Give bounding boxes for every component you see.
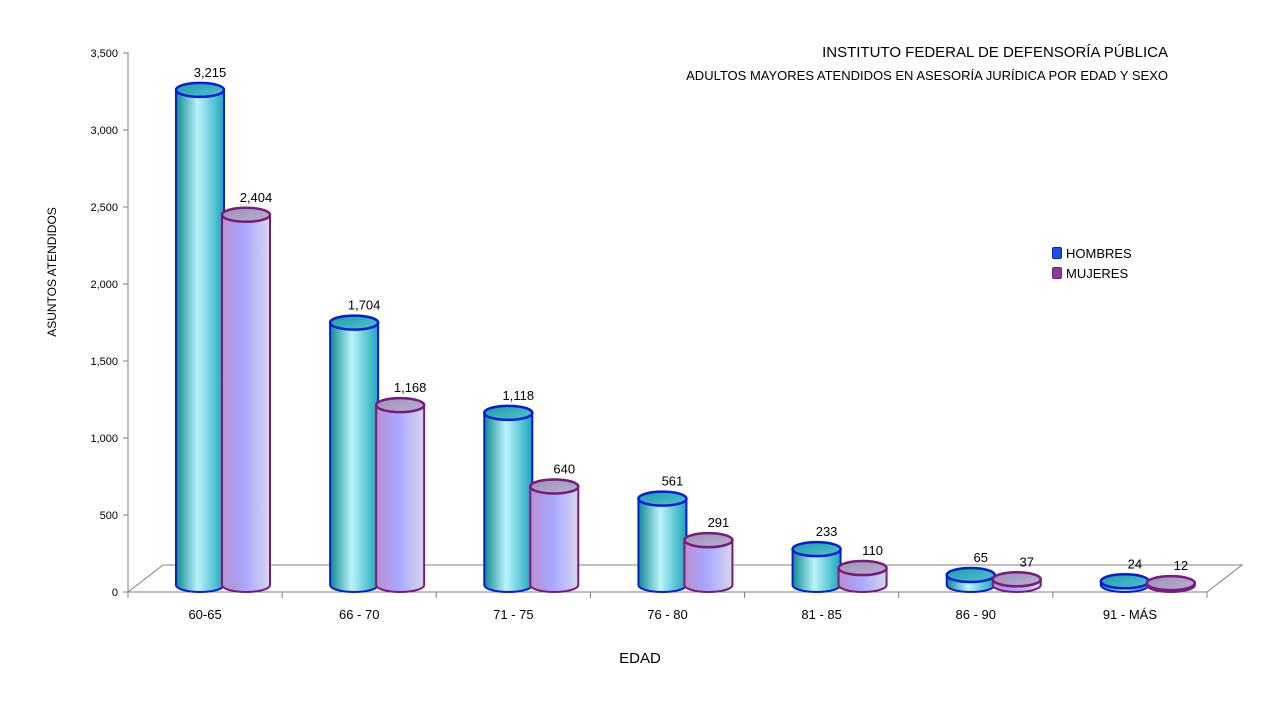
data-label: 12 [1174,558,1188,573]
bar-top [837,559,888,577]
y-tick-label: 1,500 [90,356,118,368]
x-tick-label: 60-65 [188,607,221,622]
legend: HOMBRES MUJERES [1052,243,1132,283]
legend-item-hombres: HOMBRES [1052,243,1132,263]
bar-mujeres [683,531,734,593]
bar-top [637,490,688,507]
bar-top [1099,573,1151,590]
bar-top [683,531,734,549]
legend-label-mujeres: MUJERES [1066,265,1129,281]
bar-top [328,314,380,331]
bar-body [529,485,580,593]
data-label: 291 [708,515,730,530]
legend-swatch-hombres [1052,247,1062,259]
legend-label-hombres: HOMBRES [1066,245,1132,261]
y-tick-label: 500 [100,510,118,522]
bar-top [483,404,534,422]
data-label: 1,704 [348,298,381,313]
bar-hombres [637,490,688,593]
bar-mujeres [220,206,272,593]
bar-body [637,497,688,593]
data-label: 24 [1128,556,1142,571]
x-tick-label: 71 - 75 [493,607,533,622]
data-label: 65 [973,550,987,565]
bar-top [374,396,426,414]
bar-mujeres [1145,574,1197,593]
y-tick-label: 3,500 [90,48,118,60]
y-tick-label: 1,000 [90,433,118,445]
bar-top [174,81,226,99]
bar-body [375,404,426,593]
legend-item-mujeres: MUJERES [1052,263,1132,283]
x-axis-label: EDAD [619,650,661,667]
y-axis-label: ASUNTOS ATENDIDOS [45,207,59,337]
data-label: 110 [862,543,883,558]
data-label: 233 [816,524,838,539]
bar-body [683,539,734,593]
data-label: 3,215 [194,65,227,80]
x-tick-label: 76 - 80 [647,607,687,622]
data-label: 37 [1019,554,1033,569]
bar-mujeres [529,478,580,593]
bar-top [945,566,996,584]
chart-subtitle: ADULTOS MAYORES ATENDIDOS EN ASESORÍA JU… [686,68,1168,83]
bar-body [175,88,225,593]
bar-top [791,540,842,558]
x-tick-label: 66 - 70 [339,607,379,622]
x-tick-label: 91 - MÁS [1103,607,1158,622]
bar-hombres [1099,573,1151,593]
legend-swatch-mujeres [1052,267,1062,279]
bar-mujeres [374,396,426,593]
bar-top [991,571,1042,588]
data-label: 640 [553,461,575,476]
data-label: 1,168 [394,380,427,395]
x-tick-label: 86 - 90 [956,607,996,622]
data-label: 1,118 [502,388,534,403]
bar-body [221,213,271,593]
bar-top [529,478,580,495]
y-tick-label: 2,500 [90,202,118,214]
bar-hombres [945,566,996,593]
bar-hombres [483,404,534,593]
bar-body [483,411,534,593]
bar-top [1145,574,1197,592]
bar-mujeres [991,571,1042,593]
bar-hombres [791,540,842,593]
bar-body [329,321,380,593]
bar-mujeres [837,559,888,593]
bar-top [220,206,272,224]
y-tick-label: 0 [112,587,118,599]
data-label: 561 [662,474,684,489]
y-tick-label: 2,000 [90,279,118,291]
data-label: 2,404 [240,190,273,205]
x-tick-label: 81 - 85 [801,607,841,622]
bar-hombres [174,81,226,593]
y-tick-label: 3,000 [90,125,118,137]
bar-hombres [328,314,380,593]
chart-title: INSTITUTO FEDERAL DE DEFENSORÍA PÚBLICA [822,44,1168,61]
